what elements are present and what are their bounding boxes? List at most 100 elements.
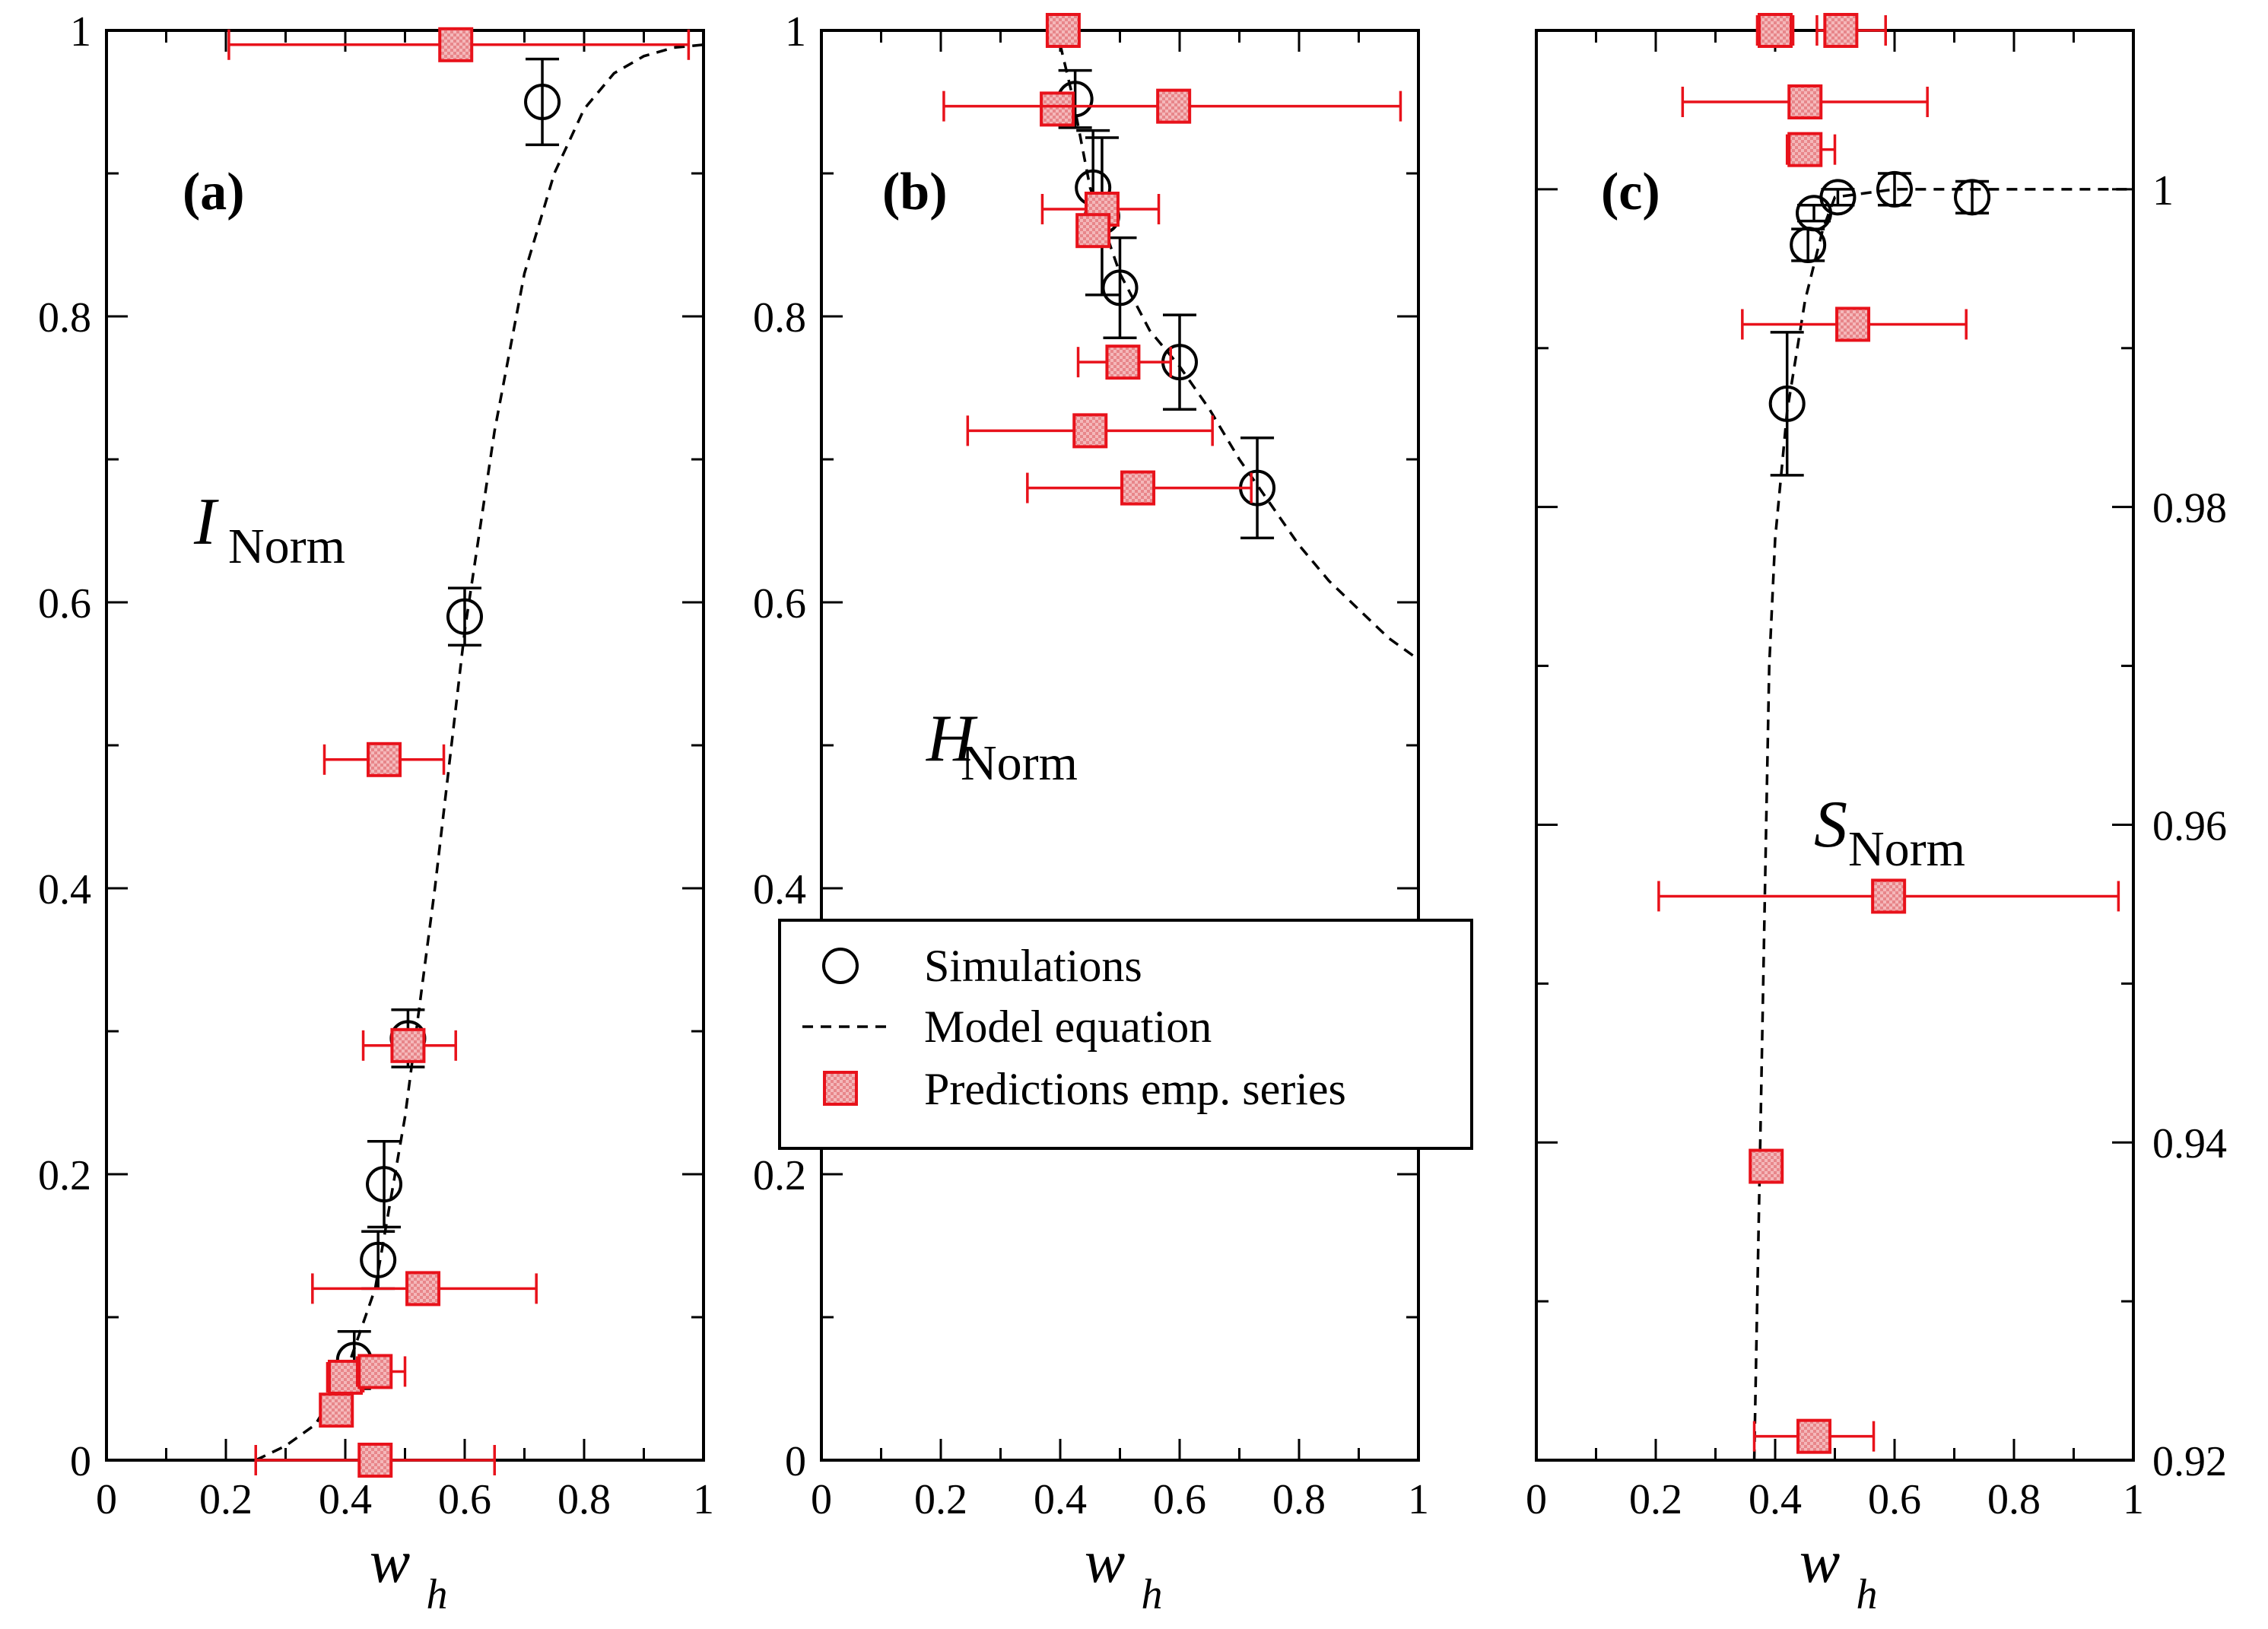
- x-axis-label: w: [1799, 1529, 1840, 1596]
- prediction-point: [1040, 91, 1075, 127]
- x-tick-label: 0.6: [1868, 1476, 1921, 1523]
- prediction-point: [1156, 88, 1192, 124]
- y-tick-label: 0.6: [753, 580, 806, 627]
- prediction-point: [357, 1354, 393, 1389]
- x-tick-label: 0: [96, 1476, 117, 1523]
- model-curve: [255, 43, 704, 1462]
- x-tick-label: 0.8: [1987, 1476, 2041, 1523]
- simulation-point: [1101, 269, 1139, 306]
- prediction-point: [1835, 306, 1871, 342]
- y-tick-label: 0: [785, 1438, 806, 1485]
- y-tick-label: 0.8: [38, 294, 91, 341]
- data-layer: [227, 27, 704, 1478]
- prediction-point: [319, 1392, 354, 1428]
- y-tick-label: 0.4: [38, 866, 91, 913]
- prediction-point: [1823, 13, 1859, 48]
- data-layer: [942, 13, 1418, 661]
- x-tick-label: 0.6: [438, 1476, 491, 1523]
- y-tick-label: 1: [2152, 167, 2174, 214]
- prediction-point: [405, 1271, 441, 1307]
- prediction-point: [438, 27, 474, 62]
- x-tick-label: 1: [1408, 1476, 1429, 1523]
- prediction-point: [1871, 878, 1907, 914]
- x-axis-label-sub: h: [427, 1571, 448, 1618]
- prediction-point: [1105, 345, 1141, 380]
- quantity-label: H: [926, 702, 978, 776]
- y-tick-label: 1: [785, 8, 806, 56]
- prediction-point: [367, 741, 402, 777]
- y-tick-label: 0.6: [38, 580, 91, 627]
- prediction-point: [390, 1027, 426, 1063]
- prediction-point: [1749, 1148, 1784, 1184]
- x-tick-label: 0.6: [1153, 1476, 1206, 1523]
- plot-frame: [105, 29, 705, 1462]
- x-axis-label-sub: h: [1857, 1571, 1878, 1618]
- quantity-label-sub: Norm: [228, 519, 345, 574]
- simulation-point: [1876, 170, 1913, 208]
- x-tick-label: 0.2: [914, 1476, 967, 1523]
- y-tick-label: 0.8: [753, 294, 806, 341]
- quantity-label-sub: Norm: [1848, 821, 1965, 877]
- simulation-point: [366, 1166, 403, 1203]
- prediction-point: [1075, 213, 1111, 249]
- x-tick-label: 1: [693, 1476, 714, 1523]
- panel-a: 0 0.2 0.4 0.6 0.8 1 0 0.2 0.4 0.6 0.8 1 w h (a) I Norm: [38, 8, 714, 1618]
- x-tick-label: 0.2: [199, 1476, 253, 1523]
- y-tick-label: 0.94: [2152, 1120, 2227, 1167]
- prediction-point: [1796, 1418, 1832, 1454]
- y-tick-label: 0.96: [2152, 802, 2227, 849]
- x-tick-label: 0.8: [1272, 1476, 1326, 1523]
- x-tick-label: 0.4: [319, 1476, 372, 1523]
- y-tick-label: 0.2: [38, 1152, 91, 1199]
- y-tick-label: 0.2: [753, 1152, 806, 1199]
- panel-tag: (a): [183, 163, 245, 221]
- model-curve: [1752, 188, 2133, 1461]
- legend-simulations-label: Simulations: [924, 941, 1142, 991]
- legend-box: [778, 919, 1473, 1150]
- quantity-label: I: [193, 485, 219, 559]
- x-axis-label-sub: h: [1142, 1571, 1163, 1618]
- prediction-point: [1758, 13, 1793, 48]
- data-layer: [1657, 13, 2133, 1461]
- x-tick-label: 0.2: [1629, 1476, 1682, 1523]
- x-tick-label: 0.8: [557, 1476, 611, 1523]
- legend-simulation-marker: [822, 948, 859, 984]
- simulation-point: [1768, 385, 1806, 422]
- prediction-point: [1787, 132, 1823, 167]
- simulation-point: [524, 84, 561, 120]
- legend-predictions-label: Predictions emp. series: [924, 1064, 1346, 1114]
- prediction-point: [1787, 84, 1823, 119]
- simulation-point: [360, 1241, 397, 1278]
- model-curve: [1047, 29, 1418, 661]
- prediction-point: [357, 1443, 393, 1478]
- quantity-label: S: [1814, 788, 1847, 862]
- panel-tag: (b): [882, 163, 948, 221]
- x-axis-label: w: [370, 1529, 410, 1596]
- plot-frame: [1535, 29, 2135, 1462]
- x-axis-label: w: [1085, 1529, 1125, 1596]
- y-tick-label: 0: [70, 1438, 91, 1485]
- simulation-point: [1954, 179, 1991, 216]
- prediction-point: [1045, 13, 1081, 48]
- quantity-label-sub: Norm: [961, 735, 1078, 791]
- simulation-point: [446, 598, 483, 635]
- legend-model-label: Model equation: [924, 1002, 1212, 1052]
- y-tick-label: 1: [70, 8, 91, 56]
- legend-prediction-marker: [823, 1071, 858, 1106]
- x-tick-label: 0.4: [1749, 1476, 1802, 1523]
- x-tick-label: 1: [2123, 1476, 2144, 1523]
- prediction-point: [1072, 413, 1108, 449]
- y-tick-label: 0.4: [753, 866, 806, 913]
- simulation-point: [1819, 179, 1857, 216]
- x-tick-label: 0.4: [1034, 1476, 1087, 1523]
- y-tick-label: 0.92: [2152, 1438, 2227, 1485]
- x-tick-label: 0: [1526, 1476, 1547, 1523]
- y-tick-label: 0.98: [2152, 485, 2227, 532]
- x-tick-label: 0: [811, 1476, 832, 1523]
- panel-tag: (c): [1601, 163, 1660, 221]
- prediction-point: [1120, 470, 1156, 506]
- legend: Simulations Model equation Predictions emp…: [778, 919, 1473, 1150]
